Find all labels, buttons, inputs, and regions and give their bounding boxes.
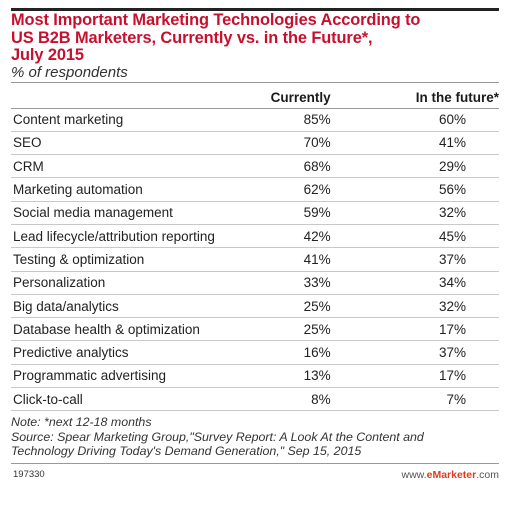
table-row: Social media management 59% 32%: [11, 201, 499, 225]
row-label: Click-to-call: [11, 387, 215, 412]
value-future: 34%: [352, 271, 499, 295]
row-label: Social media management: [11, 201, 215, 225]
value-future: 32%: [352, 294, 499, 319]
chart-footer: 197330 www.eMarketer.com: [11, 466, 499, 484]
row-label: Programmatic advertising: [11, 364, 215, 389]
row-label: Predictive analytics: [11, 340, 215, 365]
chart-title: Most Important Marketing Technologies Ac…: [11, 11, 499, 65]
value-currently: 70%: [214, 131, 353, 156]
value-currently: 25%: [214, 294, 353, 319]
value-currently: 16%: [214, 340, 353, 365]
value-currently: 25%: [214, 317, 353, 342]
table-row: Personalization 33% 34%: [11, 271, 499, 295]
table-row: Lead lifecycle/attribution reporting 42% 4…: [11, 224, 499, 249]
table-row: CRM 68% 29%: [11, 154, 499, 179]
table-body: Content marketing 85% 60% SEO 70% 41% CRM 68% 29…: [11, 108, 499, 412]
table-row: Testing & optimization 41% 37%: [11, 247, 499, 272]
column-header-label: [11, 86, 215, 109]
table-row: Programmatic advertising 13% 17%: [11, 364, 499, 389]
column-header-currently: Currently: [214, 86, 353, 109]
value-currently: 41%: [214, 247, 353, 272]
source-line: Source: Spear Marketing Group,"Survey Re…: [11, 429, 424, 444]
value-future: 17%: [352, 364, 499, 389]
table-row: Click-to-call 8% 7%: [11, 387, 499, 412]
table-row: Big data/analytics 25% 32%: [11, 294, 499, 319]
table-row: Content marketing 85% 60%: [11, 108, 499, 132]
row-label: Database health & optimization: [11, 317, 215, 342]
chart-frame: Most Important Marketing Technologies Ac…: [11, 8, 499, 484]
value-currently: 8%: [214, 387, 353, 412]
value-currently: 68%: [214, 154, 353, 179]
row-label: Lead lifecycle/attribution reporting: [11, 224, 215, 249]
column-header-future: In the future*: [352, 86, 499, 109]
source-line: Technology Driving Today's Demand Genera…: [11, 443, 362, 458]
value-future: 37%: [352, 247, 499, 272]
table-row: Database health & optimization 25% 17%: [11, 317, 499, 342]
row-label: Testing & optimization: [11, 247, 215, 272]
row-label: SEO: [11, 131, 215, 156]
value-future: 60%: [352, 108, 499, 132]
table-header-row: Currently In the future*: [11, 86, 499, 109]
chart-subtitle: % of respondents: [11, 63, 128, 81]
value-future: 7%: [352, 387, 499, 412]
value-future: 37%: [352, 340, 499, 365]
row-label: CRM: [11, 154, 215, 179]
value-future: 32%: [352, 201, 499, 225]
brand-prefix: www.: [401, 468, 427, 481]
top-rule: [11, 8, 499, 11]
value-future: 17%: [352, 317, 499, 342]
row-label: Personalization: [11, 271, 215, 295]
data-table: Currently In the future* Content marketi…: [11, 86, 499, 412]
value-currently: 13%: [214, 364, 353, 389]
value-future: 29%: [352, 154, 499, 179]
chart-title-line: US B2B Marketers, Currently vs. in the F…: [11, 28, 373, 47]
brand-logo[interactable]: www.eMarketer.com: [402, 469, 499, 481]
table-row: SEO 70% 41%: [11, 131, 499, 156]
note-line: Note: *next 12-18 months: [11, 415, 152, 430]
row-label: Big data/analytics: [11, 294, 215, 319]
value-currently: 85%: [214, 108, 353, 132]
chart-title-line: Most Important Marketing Technologies Ac…: [11, 11, 421, 29]
value-future: 56%: [352, 177, 499, 202]
chart-id: 197330: [13, 469, 45, 481]
value-currently: 42%: [214, 224, 353, 249]
chart-title-line: July 2015: [11, 46, 84, 64]
value-currently: 59%: [214, 201, 353, 225]
value-currently: 62%: [214, 177, 353, 202]
value-future: 41%: [352, 131, 499, 156]
brand-suffix: .com: [476, 468, 499, 481]
row-label: Marketing automation: [11, 177, 215, 202]
table-row: Predictive analytics 16% 37%: [11, 340, 499, 365]
brand-name: eMarketer: [426, 468, 477, 481]
value-future: 45%: [352, 224, 499, 249]
chart-notes: Note: *next 12-18 months Source: Spear M…: [11, 415, 499, 464]
table-row: Marketing automation 62% 56%: [11, 177, 499, 202]
row-label: Content marketing: [11, 108, 215, 132]
header-rule: [11, 81, 499, 83]
value-currently: 33%: [214, 271, 353, 295]
